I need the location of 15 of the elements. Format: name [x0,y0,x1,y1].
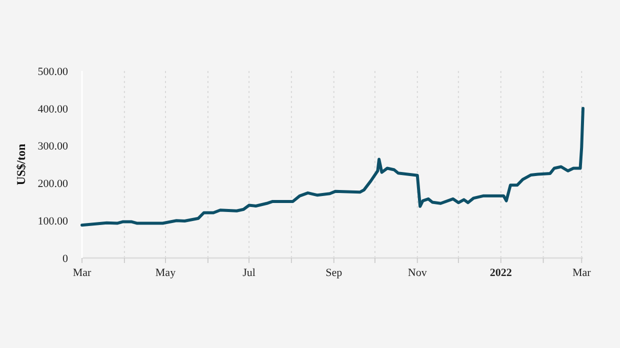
x-tick-label: Jul [242,267,256,279]
y-tick-label: 400.00 [38,103,68,116]
x-tick-label: Sep [326,267,343,279]
y-tick-label: 200.00 [38,178,68,190]
x-tick-label: May [155,267,176,279]
x-tick-label: Mar [572,267,592,279]
y-tick-label: 100.00 [38,215,68,228]
x-tick-label: Mar [72,267,92,279]
line-series [80,106,584,227]
x-tick-label: Nov [408,267,428,279]
y-axis-title: US$/ton [14,144,28,186]
y-tick-label: 500.00 [38,66,68,78]
y-tick-label: 300.00 [38,140,68,153]
y-tick-label: 0 [62,252,68,265]
x-tick-label: 2022 [490,267,512,279]
